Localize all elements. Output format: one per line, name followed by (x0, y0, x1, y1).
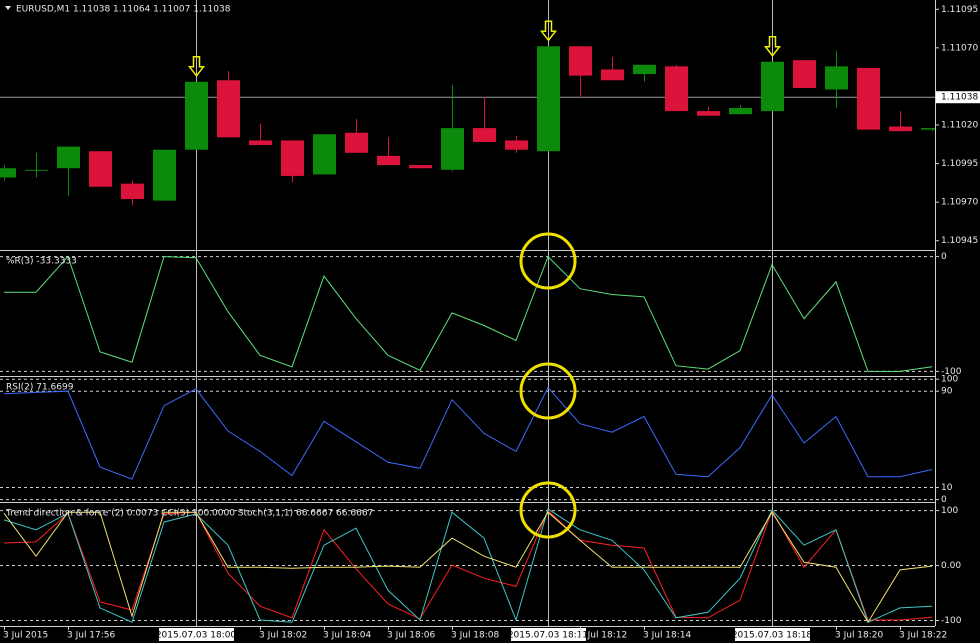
candle-body (825, 66, 848, 90)
y-tick-label: 1.11020 (941, 121, 978, 131)
candle-body (0, 168, 16, 178)
candle-body (889, 126, 912, 132)
x-tick-label: 3 Jul 18:22 (899, 631, 947, 641)
axes: 1.11095 1.11070 1.11020 1.10995 1.10970 1.109… (3, 5, 980, 641)
candle-body (537, 46, 560, 152)
x-tick-label: 3 Jul 18:14 (643, 631, 692, 641)
candle-body (217, 80, 240, 138)
candle-body (569, 46, 592, 76)
candle-body (25, 169, 48, 171)
candle-body (345, 132, 368, 153)
y-tick-label: 0.00 (941, 561, 961, 571)
x-tick-label: 3 Jul 2015 (3, 631, 48, 641)
y-tick-label: 1.11070 (941, 43, 978, 53)
crosshair-time-box (735, 628, 810, 641)
candle-body (473, 128, 496, 142)
highlight-circles (519, 232, 577, 539)
menu-triangle[interactable] (5, 6, 11, 10)
price-label: 1.11038 (941, 93, 978, 103)
candle-body (729, 108, 752, 115)
candle-body (89, 151, 112, 187)
y-tick-label: 0 (941, 495, 947, 505)
x-tick-label: 3 Jul 18:20 (835, 631, 884, 641)
y-tick-label: 100 (941, 506, 958, 516)
indicator-line (3, 508, 933, 623)
x-tick-label: 3 Jul 18:08 (451, 631, 500, 641)
signal-arrow (763, 35, 782, 57)
y-tick-label: 0 (941, 252, 947, 262)
y-tick-label: 1.10970 (941, 198, 978, 208)
y-tick-label: 1.10995 (941, 159, 978, 169)
candle-body (57, 146, 80, 169)
y-tick-label: 1.10945 (941, 236, 978, 246)
signal-arrow (539, 20, 558, 42)
candle-body (921, 128, 935, 130)
signal-arrow (187, 56, 206, 78)
candle-body (697, 111, 720, 116)
x-tick-label: 3 Jul 17:56 (67, 631, 116, 641)
indicator-line (4, 255, 933, 372)
candle-body (185, 81, 208, 150)
crosshair-time: 2015.07.03 18:11 (508, 631, 588, 641)
candle-body (281, 140, 304, 176)
x-tick-label: 3 Jul 18:12 (579, 631, 627, 641)
candle-body (121, 183, 144, 200)
candle-body (793, 60, 816, 88)
y-tick-label: -100 (941, 367, 962, 377)
y-tick-label: 1.11095 (941, 5, 978, 15)
y-tick-label: -100 (941, 616, 962, 626)
candle-body (857, 67, 880, 130)
candle-body (409, 165, 432, 169)
panel-title: RSI(2) 71.6699 (6, 383, 74, 393)
chart-title: EURUSD,M1 1.11038 1.11064 1.11007 1.1103… (16, 5, 231, 15)
candle-body (249, 140, 272, 146)
plot-area (0, 0, 935, 626)
y-tick-label: 90 (941, 387, 953, 397)
price-label-box (936, 91, 980, 104)
x-tick-label: 3 Jul 18:04 (323, 631, 372, 641)
candle-body (633, 64, 656, 75)
panel-title: %R(3) -33.3333 (6, 257, 77, 267)
frames (0, 0, 936, 627)
crosshair-time-box (511, 628, 586, 641)
x-tick-label: 3 Jul 18:02 (259, 631, 307, 641)
candle-body (505, 140, 528, 150)
crosshair-time-box (159, 628, 234, 641)
y-tick-label: 10 (941, 483, 953, 493)
candle-body (601, 69, 624, 81)
candle-body (665, 66, 688, 112)
crosshair-time: 2015.07.03 18:18 (732, 631, 813, 641)
panel-title: Trend direction & force (2) 0.0073 CCI(3… (5, 509, 373, 519)
indicator-line (3, 511, 933, 624)
candle-body (313, 134, 336, 175)
candle-body (441, 128, 464, 170)
x-tick-label: 3 Jul 18:06 (387, 631, 436, 641)
candle-body (153, 149, 176, 201)
indicator-line (3, 386, 933, 480)
candle-body (377, 155, 400, 166)
candle-body (761, 61, 784, 112)
y-tick-label: 100 (941, 375, 958, 385)
crosshair-time: 2015.07.03 18:00 (156, 631, 237, 641)
